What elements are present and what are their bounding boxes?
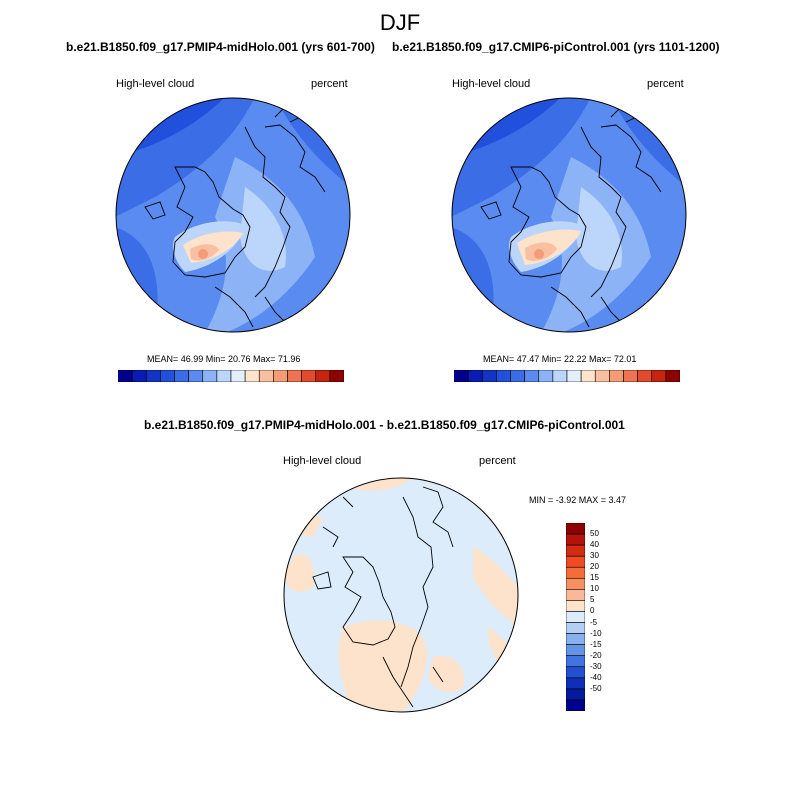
colorbar-box <box>566 622 585 634</box>
colorbar-box <box>566 370 582 382</box>
colorbar-box <box>566 611 585 623</box>
panel-2-units: percent <box>647 78 684 90</box>
colorbar-box <box>566 699 585 711</box>
panel-1-title: b.e21.B1850.f09_g17.PMIP4-midHolo.001 (y… <box>66 40 375 54</box>
colorbar-box <box>496 370 511 382</box>
panel-2-title: b.e21.B1850.f09_g17.CMIP6-piControl.001 … <box>392 40 720 54</box>
colorbar-box <box>131 370 147 382</box>
colorbar-box <box>665 370 680 382</box>
colorbar-box <box>174 370 189 382</box>
colorbar-box <box>566 633 585 645</box>
colorbar-box <box>301 370 317 382</box>
colorbar-2 <box>454 370 680 382</box>
figure-title: DJF <box>379 10 421 35</box>
colorbar-box <box>623 370 638 382</box>
colorbar-box <box>287 370 302 382</box>
colorbar-3-ticks: 50 40 30 20 15 10 5 0 -5 -10 -15 -20 -30 -40 -50 <box>590 523 630 711</box>
colorbar-box <box>566 544 585 557</box>
colorbar-tick-label: 50 <box>590 529 599 539</box>
panel-3-stats: MIN = -3.92 MAX = 3.47 <box>529 495 627 505</box>
colorbar-box <box>216 370 232 382</box>
colorbar-box <box>651 370 667 382</box>
colorbar-box <box>329 370 344 382</box>
colorbar-tick-label: 15 <box>590 573 599 583</box>
colorbar-box <box>566 577 585 590</box>
colorbar-box <box>566 688 585 701</box>
colorbar-tick-label: -30 <box>590 661 602 671</box>
colorbar-box <box>524 370 540 382</box>
colorbar-box <box>566 644 585 657</box>
colorbar-box <box>637 370 653 382</box>
colorbar-tick-label: 30 <box>590 551 599 561</box>
colorbar-box <box>594 370 610 382</box>
colorbar-tick-label: -5 <box>590 617 598 627</box>
colorbar-box <box>566 555 585 568</box>
colorbar-2-ticks <box>454 387 680 399</box>
colorbar-box <box>566 600 585 612</box>
panel-3-variable: High-level cloud <box>283 455 362 467</box>
colorbar-box <box>273 370 288 382</box>
colorbar-3 <box>566 523 585 711</box>
panel-2-stats: MEAN= 47.47 Min= 22.22 Max= 72.01 <box>483 354 637 364</box>
panel-3-units: percent <box>479 455 516 467</box>
colorbar-tick-label: -20 <box>590 650 602 660</box>
panel-3-title: b.e21.B1850.f09_g17.PMIP4-midHolo.001 - … <box>144 418 625 432</box>
colorbar-tick-label: -40 <box>590 672 602 682</box>
colorbar-tick-label: 10 <box>590 584 599 594</box>
panel-1-variable: High-level cloud <box>116 78 195 90</box>
panel-3-map <box>283 477 519 713</box>
colorbar-box <box>481 370 497 382</box>
colorbar-tick-label: -10 <box>590 628 602 638</box>
panel-2-variable: High-level cloud <box>452 78 531 90</box>
colorbar-box <box>230 370 246 382</box>
colorbar-box <box>580 370 596 382</box>
colorbar-box <box>202 370 218 382</box>
colorbar-box <box>566 589 585 601</box>
colorbar-box <box>315 370 331 382</box>
colorbar-box <box>566 666 585 679</box>
colorbar-tick-label: 5 <box>590 595 595 605</box>
panel-1-stats: MEAN= 46.99 Min= 20.76 Max= 71.96 <box>147 354 301 364</box>
colorbar-box <box>258 370 274 382</box>
colorbar-box <box>244 370 260 382</box>
colorbar-box <box>552 370 568 382</box>
panel-1-map <box>115 97 351 333</box>
colorbar-box <box>454 370 469 382</box>
colorbar-tick-label: 40 <box>590 540 599 550</box>
panel-1-units: percent <box>311 78 348 90</box>
colorbar-tick-label: -50 <box>590 683 602 693</box>
colorbar-box <box>510 370 525 382</box>
colorbar-tick-label: 0 <box>590 606 595 616</box>
colorbar-1-ticks <box>118 387 344 399</box>
colorbar-box <box>566 523 585 535</box>
colorbar-1 <box>118 370 344 382</box>
colorbar-box <box>609 370 624 382</box>
panel-2-map <box>451 97 687 333</box>
colorbar-box <box>467 370 483 382</box>
colorbar-box <box>188 370 204 382</box>
colorbar-box <box>538 370 554 382</box>
colorbar-box <box>160 370 175 382</box>
colorbar-box <box>566 533 585 546</box>
colorbar-box <box>566 655 585 668</box>
colorbar-box <box>566 677 585 690</box>
colorbar-box <box>118 370 133 382</box>
colorbar-box <box>145 370 161 382</box>
colorbar-box <box>566 566 585 579</box>
colorbar-tick-label: -15 <box>590 639 602 649</box>
colorbar-tick-label: 20 <box>590 562 599 572</box>
